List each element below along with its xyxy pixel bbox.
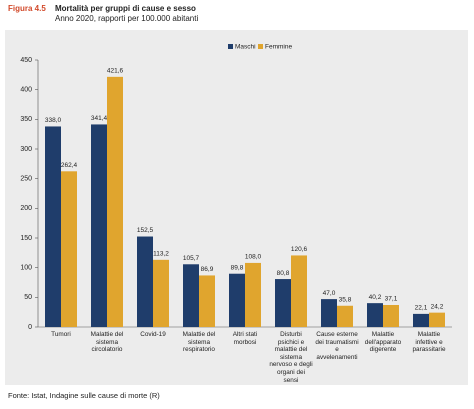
bar [91,124,107,327]
bar [383,304,399,327]
value-label: 35,8 [339,296,352,303]
bar [413,313,429,327]
chart-subtitle: Anno 2020, rapporti per 100.000 abitanti [55,14,198,23]
bar [107,76,123,327]
x-tick-label: Altri stati morbosi [232,331,258,346]
bar [321,299,337,327]
value-label: 80,8 [277,270,290,277]
value-label: 89,8 [231,264,244,271]
bar [291,255,307,327]
value-label: 421,6 [107,68,124,75]
value-label: 22,1 [415,305,428,312]
y-tick-label: 350 [20,116,32,123]
value-label: 152,5 [137,227,154,234]
x-tick-label: Disturbi psichici e malattie del sistema… [269,331,313,384]
x-tick-label: Malattie del sistema circolatorio [90,331,124,354]
x-tick-label: Covid-19 [140,331,166,338]
y-tick-label: 250 [20,176,32,183]
value-label: 262,4 [61,162,78,169]
x-tick-label: Malattie del sistema respiratorio [182,331,216,354]
value-label: 120,6 [291,246,308,253]
legend-label: Femmine [265,44,292,51]
x-tick-label: Malattie infettive e parassitarie [412,331,446,354]
figure-number: Figura 4.5 [8,4,46,13]
x-tick-label: Cause esterne dei traumatismi e avvelena… [315,331,359,361]
value-label: 86,9 [201,266,214,273]
x-tick-label: Malattie dell'apparato digerente [364,331,402,354]
y-tick-label: 400 [20,87,32,94]
value-label: 338,0 [45,117,62,124]
bar [183,264,199,327]
y-tick-label: 0 [28,324,32,331]
y-tick-label: 100 [20,265,32,272]
value-label: 341,4 [91,115,108,122]
chart-title: Mortalità per gruppi di cause e sesso [55,4,196,13]
source: Fonte: Istat, Indagine sulle cause di mo… [8,391,160,400]
y-tick-label: 200 [20,205,32,212]
y-tick-label: 150 [20,235,32,242]
bar [137,236,153,327]
bar [429,312,445,327]
value-label: 108,0 [245,254,262,261]
bar [367,303,383,327]
legend-swatch [258,44,263,49]
bar [229,273,245,327]
bar [45,126,61,327]
legend-label: Maschi [235,44,256,51]
legend-swatch [228,44,233,49]
value-label: 24,2 [431,303,444,310]
bar [199,275,215,327]
y-tick-label: 50 [24,294,32,301]
bar [153,259,169,327]
bar [61,171,77,327]
value-label: 40,2 [369,294,382,301]
y-tick-label: 450 [20,57,32,64]
bar [245,262,261,327]
bar [275,279,291,327]
value-label: 37,1 [385,296,398,303]
value-label: 47,0 [323,290,336,297]
value-label: 105,7 [183,255,200,262]
value-label: 113,2 [153,251,169,258]
x-tick-label: Tumori [51,331,71,338]
y-tick-label: 300 [20,146,32,153]
bar [337,305,353,327]
